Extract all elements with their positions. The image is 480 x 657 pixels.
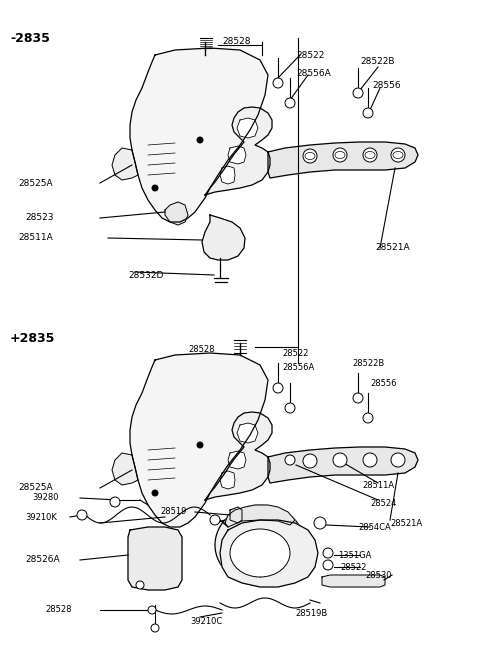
Polygon shape: [130, 48, 268, 222]
Circle shape: [391, 453, 405, 467]
Text: 1351GA: 1351GA: [338, 551, 372, 560]
Text: 28511A: 28511A: [18, 233, 53, 242]
Text: 39210K: 39210K: [25, 512, 57, 522]
Polygon shape: [322, 575, 385, 587]
Polygon shape: [220, 520, 318, 587]
Text: 28522B: 28522B: [352, 359, 384, 367]
Ellipse shape: [393, 152, 403, 158]
Polygon shape: [220, 166, 235, 184]
Polygon shape: [128, 527, 182, 590]
Circle shape: [314, 517, 326, 529]
Text: 28556: 28556: [372, 81, 401, 89]
Circle shape: [363, 108, 373, 118]
Text: 28528: 28528: [188, 344, 215, 353]
Text: 28523: 28523: [25, 214, 53, 223]
Circle shape: [323, 548, 333, 558]
Polygon shape: [112, 453, 138, 485]
Circle shape: [363, 453, 377, 467]
Text: 28556A: 28556A: [296, 68, 331, 78]
Polygon shape: [205, 107, 272, 195]
Circle shape: [303, 149, 317, 163]
Circle shape: [285, 98, 295, 108]
Circle shape: [285, 455, 295, 465]
Text: 28528: 28528: [222, 37, 251, 47]
Polygon shape: [202, 215, 245, 260]
Circle shape: [353, 88, 363, 98]
Text: +2835: +2835: [10, 332, 55, 344]
Circle shape: [148, 606, 156, 614]
Text: 28524: 28524: [370, 499, 396, 507]
Polygon shape: [220, 471, 235, 489]
Polygon shape: [228, 451, 246, 469]
Circle shape: [391, 148, 405, 162]
Text: 28519: 28519: [160, 507, 186, 516]
Circle shape: [136, 581, 144, 589]
Circle shape: [285, 403, 295, 413]
Text: 28528: 28528: [45, 606, 72, 614]
Text: 28525A: 28525A: [18, 179, 53, 187]
Circle shape: [197, 442, 203, 448]
Polygon shape: [268, 142, 418, 178]
Text: 39280: 39280: [32, 493, 59, 501]
Text: 28522B: 28522B: [360, 58, 395, 66]
Text: 28526A: 28526A: [25, 556, 60, 564]
Polygon shape: [165, 202, 188, 225]
Circle shape: [333, 148, 347, 162]
Text: 28519B: 28519B: [295, 608, 327, 618]
Circle shape: [152, 185, 158, 191]
Circle shape: [273, 78, 283, 88]
Circle shape: [333, 453, 347, 467]
Circle shape: [152, 490, 158, 496]
Text: 28522: 28522: [282, 348, 308, 357]
Polygon shape: [205, 412, 272, 500]
Ellipse shape: [335, 152, 345, 158]
Polygon shape: [112, 148, 138, 180]
Polygon shape: [228, 146, 246, 164]
Circle shape: [353, 393, 363, 403]
Text: 28521A: 28521A: [390, 518, 422, 528]
Text: 28532D: 28532D: [128, 271, 163, 279]
Circle shape: [303, 454, 317, 468]
Polygon shape: [230, 507, 242, 523]
Circle shape: [77, 510, 87, 520]
Text: 28556A: 28556A: [282, 363, 314, 371]
Circle shape: [110, 497, 120, 507]
Circle shape: [363, 413, 373, 423]
Polygon shape: [237, 423, 258, 443]
Polygon shape: [130, 353, 268, 527]
Ellipse shape: [305, 152, 315, 160]
Circle shape: [210, 515, 220, 525]
Polygon shape: [268, 447, 418, 483]
Ellipse shape: [215, 505, 305, 585]
Text: 28530: 28530: [365, 570, 392, 579]
Ellipse shape: [365, 152, 375, 158]
Text: 28522: 28522: [296, 51, 324, 60]
Text: 28522: 28522: [340, 562, 366, 572]
Polygon shape: [225, 505, 295, 527]
Text: 28511A: 28511A: [362, 480, 394, 489]
Text: 39210C: 39210C: [190, 616, 222, 625]
Circle shape: [151, 624, 159, 632]
Circle shape: [363, 148, 377, 162]
Ellipse shape: [230, 529, 290, 577]
Polygon shape: [237, 118, 258, 138]
Text: 28521A: 28521A: [375, 244, 409, 252]
Text: 28556: 28556: [370, 378, 396, 388]
Text: 2854CA: 2854CA: [358, 522, 391, 532]
Circle shape: [197, 137, 203, 143]
Circle shape: [273, 383, 283, 393]
Circle shape: [323, 560, 333, 570]
Text: -2835: -2835: [10, 32, 50, 45]
Text: 28525A: 28525A: [18, 484, 53, 493]
